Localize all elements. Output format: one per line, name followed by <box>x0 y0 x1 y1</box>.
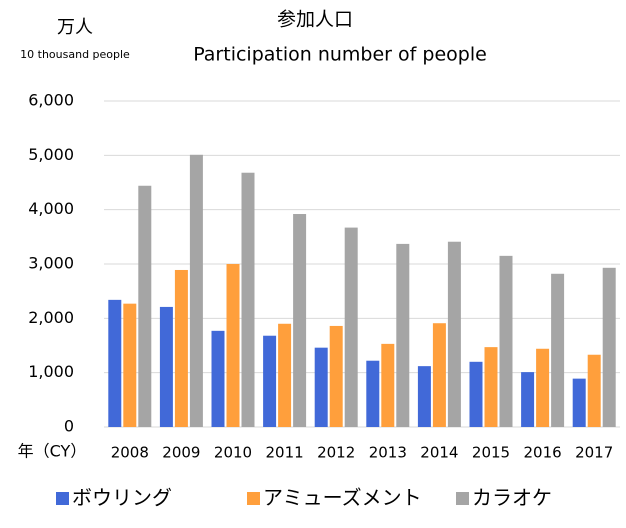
y-tick-label: 4,000 <box>28 199 74 218</box>
legend-swatch <box>456 492 469 505</box>
bar <box>314 347 328 427</box>
x-tick-label: 2017 <box>575 444 613 462</box>
x-tick-label: 2013 <box>369 444 407 462</box>
bar <box>551 273 565 427</box>
bar <box>241 172 255 427</box>
y-unit-en: 10 thousand people <box>20 48 130 61</box>
legend-label: カラオケ <box>472 486 552 510</box>
y-tick-label: 3,000 <box>28 254 74 273</box>
bar <box>536 348 550 427</box>
bar <box>521 372 535 427</box>
bar <box>499 255 513 427</box>
bar <box>174 269 188 427</box>
y-tick-label: 1,000 <box>28 362 74 381</box>
x-tick-label: 2012 <box>317 444 355 462</box>
bar <box>572 378 586 427</box>
legend-swatch <box>247 492 260 505</box>
x-tick-label: 2008 <box>111 444 149 462</box>
bar <box>417 366 431 427</box>
bar <box>469 361 483 427</box>
x-tick-label: 2014 <box>420 444 458 462</box>
bar <box>123 303 137 427</box>
bar <box>138 185 152 427</box>
bar <box>263 335 277 427</box>
bar <box>278 323 292 427</box>
y-tick-label: 0 <box>64 417 74 436</box>
chart-subtitle: Participation number of people <box>193 44 487 66</box>
bar <box>108 299 122 427</box>
y-tick-label: 2,000 <box>28 308 74 327</box>
bar <box>189 154 203 428</box>
bar <box>211 330 225 427</box>
y-unit: 万人 <box>57 17 93 38</box>
x-tick-label: 2011 <box>266 444 304 462</box>
x-tick-label: 2010 <box>214 444 252 462</box>
legend-label: ボウリング <box>72 486 172 510</box>
x-tick-label: 2009 <box>162 444 200 462</box>
bar <box>293 214 307 427</box>
bar <box>344 227 358 427</box>
bar <box>602 267 616 427</box>
bar <box>396 243 410 427</box>
bar <box>226 264 240 427</box>
bar <box>587 354 601 427</box>
bar <box>432 323 446 427</box>
x-tick-label: 2015 <box>472 444 510 462</box>
bar <box>484 347 498 427</box>
bar <box>329 325 343 427</box>
x-tick-label: 2016 <box>524 444 562 462</box>
chart-title: 参加人口 <box>277 9 353 31</box>
legend-label: アミューズメント <box>263 486 422 510</box>
bar <box>159 306 173 427</box>
bar <box>366 360 380 427</box>
y-tick-label: 5,000 <box>28 145 74 164</box>
bar <box>381 343 395 427</box>
bar <box>447 241 461 427</box>
legend-swatch <box>56 492 69 505</box>
y-tick-label: 6,000 <box>28 91 74 110</box>
x-unit: 年（CY） <box>18 442 87 461</box>
